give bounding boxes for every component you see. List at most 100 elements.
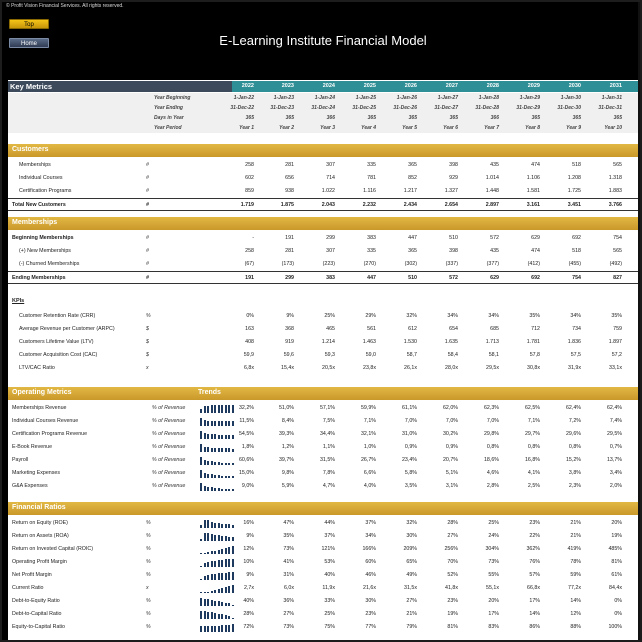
sparkline-bar — [207, 473, 209, 478]
sparkline-bar — [200, 525, 202, 528]
row-label: Debt-to-Capital Ratio — [12, 611, 62, 617]
timeline-cell: 31-Dec-23 — [270, 105, 294, 111]
sparkline-bar — [231, 524, 234, 528]
value-cell: 4,6% — [486, 470, 499, 476]
sparkline-bar — [200, 444, 202, 452]
sparkline-bar — [224, 462, 227, 465]
value-cell: 31% — [283, 572, 294, 578]
value-cell: 929 — [449, 175, 458, 181]
section-title: Memberships — [12, 219, 58, 226]
sparkline-bar — [221, 625, 223, 632]
home-button[interactable]: Home — [9, 38, 49, 48]
trend-sparkline — [200, 585, 236, 593]
sparkline-bar — [214, 405, 216, 413]
sparkline-bar — [221, 448, 223, 452]
value-cell: 692 — [572, 235, 581, 241]
sparkline-bar — [224, 434, 227, 439]
top-button[interactable]: Top — [9, 19, 49, 29]
trend-sparkline — [200, 444, 236, 452]
value-cell: - — [252, 235, 254, 241]
row-unit: % — [146, 313, 151, 319]
sparkline-bar — [221, 421, 223, 426]
sparkline-bar — [210, 534, 213, 541]
value-cell: 258 — [245, 162, 254, 168]
sparkline-bar — [200, 592, 202, 593]
sparkline-bar — [221, 548, 223, 554]
value-cell: 852 — [408, 175, 417, 181]
timeline-cell: 1-Jan-31 — [601, 95, 622, 101]
value-cell: 1.022 — [321, 188, 335, 194]
value-cell: 9% — [246, 572, 254, 578]
value-cell: 7,8% — [322, 470, 335, 476]
timeline-cell: 31-Dec-27 — [434, 105, 458, 111]
trend-sparkline — [200, 559, 236, 567]
value-cell: 21% — [570, 533, 581, 539]
row-label: Payroll — [12, 457, 29, 463]
value-cell: 55,1x — [486, 585, 499, 591]
sparkline-bar — [217, 448, 220, 452]
value-cell: 398 — [449, 162, 458, 168]
value-cell: 166% — [362, 546, 376, 552]
sparkline-bar — [207, 599, 209, 606]
sparkline-bar — [231, 434, 234, 439]
row-unit: % — [146, 520, 151, 526]
table-row: Ending Memberships #191 299 383 447 510 572 629… — [8, 271, 640, 284]
value-cell: 17% — [529, 598, 540, 604]
timeline-cell: 1-Jan-25 — [355, 95, 376, 101]
sparkline-bar — [224, 572, 227, 580]
value-cell: 307 — [326, 162, 335, 168]
timeline-cell: 31-Dec-25 — [352, 105, 376, 111]
value-cell: 2,8% — [486, 483, 499, 489]
vertical-scrollbar[interactable] — [638, 2, 640, 640]
row-unit: % of Revenue — [152, 457, 186, 463]
value-cell: 8,4% — [281, 418, 294, 424]
sparkline-bar — [228, 463, 230, 465]
sparkline-bar — [217, 625, 220, 632]
value-cell: 3,8% — [568, 470, 581, 476]
row-unit: % of Revenue — [152, 444, 186, 450]
value-cell: 31,0% — [401, 431, 417, 437]
value-cell: 88% — [570, 624, 581, 630]
timeline-row: Year Beginning 1-Jan-22 1-Jan-23 1-Jan-24 1-… — [8, 93, 640, 103]
row-unit: % of Revenue — [152, 405, 186, 411]
value-cell: 59,0 — [365, 352, 376, 358]
value-cell: 25% — [324, 611, 335, 617]
timeline-cell: 1-Jan-27 — [437, 95, 458, 101]
sparkline-bar — [203, 576, 206, 580]
table-row: Memberships #258 281 307 335 365 398 435 474 518 5… — [8, 159, 640, 172]
value-cell: 20,7% — [442, 457, 458, 463]
sparkline-bar — [200, 598, 202, 606]
value-cell: 14% — [529, 611, 540, 617]
sparkline-bar — [214, 560, 216, 567]
value-cell: 18,6% — [483, 457, 499, 463]
sparkline-bar — [210, 612, 213, 619]
sparkline-bar — [231, 559, 234, 567]
value-cell: 656 — [285, 175, 294, 181]
timeline-cell: 366 — [326, 115, 335, 121]
value-cell: 30,8x — [527, 365, 540, 371]
sparkline-bar — [207, 486, 209, 491]
trend-sparkline — [200, 533, 236, 541]
value-cell: 73% — [488, 559, 499, 565]
table-row: Certification Programs Revenue % of Reven… — [8, 428, 640, 441]
sparkline-bar — [210, 447, 213, 452]
value-cell: 23% — [447, 598, 458, 604]
timeline-cell: 365 — [367, 115, 376, 121]
sparkline-bar — [228, 405, 230, 413]
sparkline-bar — [214, 534, 216, 541]
value-cell: 2,7x — [243, 585, 254, 591]
years-header: 2022 2023 2024 2025 2026 2027 2028 2029 2030 2031 — [232, 81, 640, 92]
value-cell: 65% — [406, 559, 417, 565]
timeline-cell: Year 1 — [239, 125, 254, 131]
value-cell: 1.208 — [567, 175, 581, 181]
table-row: Certification Programs #859 938 1.022 1.116 1… — [8, 185, 640, 198]
row-label: Marketing Expenses — [12, 470, 60, 476]
sparkline-bar — [214, 448, 216, 452]
sparkline-bar — [200, 457, 202, 465]
row-unit: x — [146, 585, 149, 591]
value-cell: 1.897 — [608, 339, 622, 345]
trend-sparkline — [200, 572, 236, 580]
row-label: Debt-to-Equity Ratio — [12, 598, 60, 604]
sparkline-bar — [200, 418, 202, 426]
year-header: 2030 — [568, 83, 581, 89]
